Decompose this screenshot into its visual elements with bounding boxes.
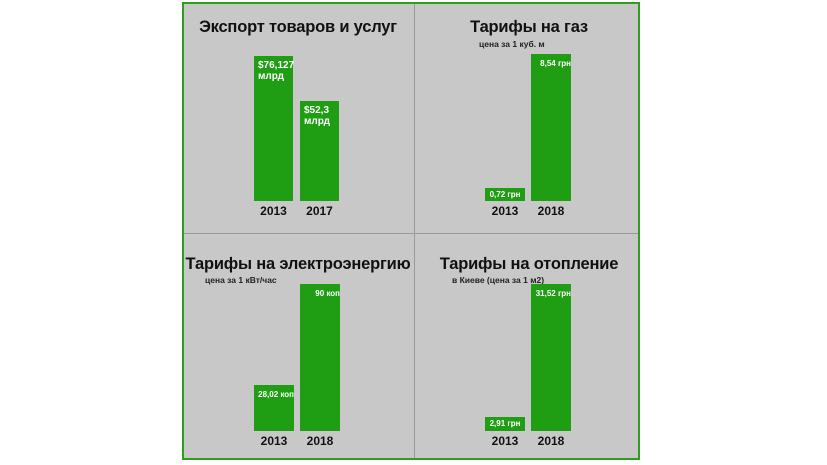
- bar-value-label: 90 коп: [304, 288, 340, 299]
- bar-value-label: 0,72 грн: [487, 189, 523, 200]
- bar-value-label: $76,127 млрд: [258, 60, 294, 82]
- vertical-divider: [414, 4, 415, 458]
- heating-tariff-chart-panel: Тарифы на отопление в Киеве (цена за 1 м…: [415, 234, 643, 461]
- x-tick-label: 2013: [260, 434, 288, 448]
- bar-value-label-line: млрд: [258, 71, 284, 82]
- x-tick-label: 2018: [537, 204, 565, 218]
- bar-value-label-line: 28,02 коп: [258, 390, 294, 399]
- bar-value-label-line: $76,127: [258, 60, 295, 71]
- bar-value-label-line: 31,52 грн: [535, 289, 571, 298]
- bar-value-label: 8,54 грн: [535, 58, 571, 69]
- bar-2013: [485, 417, 525, 431]
- bar-value-label: 2,91 грн: [487, 418, 523, 429]
- bar-2013: [485, 188, 525, 201]
- bar-value-label: 31,52 грн: [535, 288, 571, 299]
- chart-title: Тарифы на электроэнергию: [185, 255, 411, 273]
- bar-2018: [300, 284, 340, 431]
- x-tick-label: 2018: [306, 434, 334, 448]
- bar-2018: [531, 284, 571, 431]
- horizontal-divider: [184, 233, 638, 234]
- x-tick-label: 2013: [491, 204, 519, 218]
- bar-value-label: $52,3 млрд: [304, 105, 330, 127]
- export-chart-panel: Экспорт товаров и услуг $76,127 млрд 2013 $…: [184, 4, 412, 231]
- x-tick-label: 2013: [491, 434, 519, 448]
- x-tick-label: 2013: [260, 204, 287, 218]
- bar-value-label-line: 8,54 грн: [540, 59, 571, 68]
- bar-value-label-line: 90 коп: [315, 289, 340, 298]
- bar-value-label-line: млрд: [304, 116, 330, 127]
- chart-title: Тарифы на отопление: [439, 255, 619, 273]
- bar-value-label-line: $52,3: [304, 105, 330, 116]
- x-tick-label: 2018: [537, 434, 565, 448]
- chart-subtitle: цена за 1 куб. м: [479, 39, 545, 49]
- bar-2013: [254, 385, 294, 431]
- bar-2018: [531, 54, 571, 201]
- chart-title: Тарифы на газ: [470, 18, 588, 36]
- electricity-tariff-chart-panel: Тарифы на электроэнергию цена за 1 кВт/ч…: [184, 234, 412, 461]
- chart-subtitle: в Киеве (цена за 1 м2): [452, 275, 545, 285]
- bar-value-label-line: 2,91 грн: [489, 419, 521, 428]
- bar-value-label-line: 0,72 грн: [489, 190, 521, 199]
- chart-subtitle: цена за 1 кВт/час: [205, 275, 277, 285]
- x-tick-label: 2017: [306, 204, 333, 218]
- infographic-frame: Экспорт товаров и услуг $76,127 млрд 2013 $…: [182, 2, 640, 460]
- bar-value-label: 28,02 коп: [258, 389, 294, 400]
- chart-title: Экспорт товаров и услуг: [199, 18, 397, 36]
- bar-2017: [300, 101, 339, 201]
- gas-tariff-chart-panel: Тарифы на газ цена за 1 куб. м 0,72 грн 2…: [415, 4, 643, 231]
- bar-2013: [254, 56, 293, 201]
